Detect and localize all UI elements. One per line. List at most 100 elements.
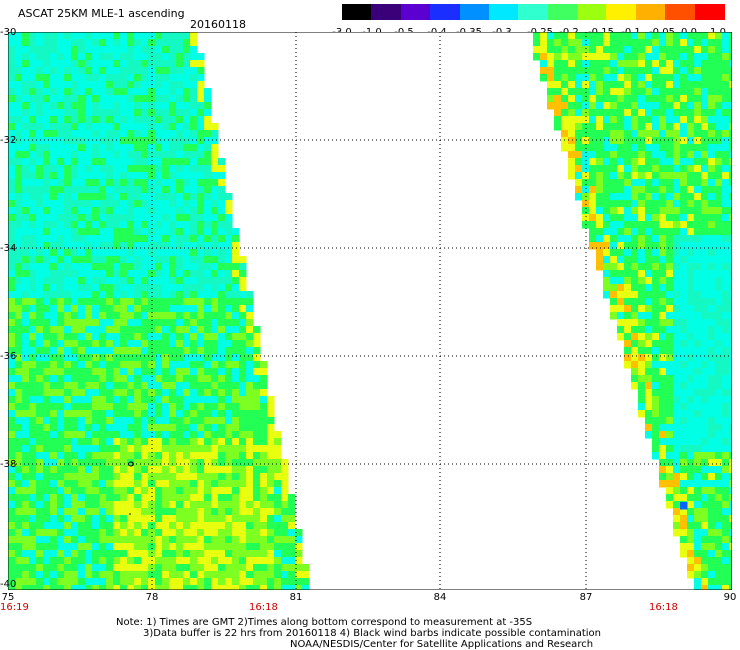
- swath-pixel: [57, 529, 65, 537]
- swath-pixel: [106, 543, 114, 551]
- swath-pixel: [176, 501, 184, 509]
- swath-pixel: [8, 550, 16, 558]
- swath-pixel: [666, 130, 674, 138]
- swath-pixel: [603, 263, 611, 271]
- swath-pixel: [239, 578, 247, 586]
- swath-pixel: [246, 536, 254, 544]
- swath-pixel: [638, 263, 646, 271]
- swath-pixel: [204, 319, 212, 327]
- swath-pixel: [106, 564, 114, 572]
- swath-pixel: [169, 319, 177, 327]
- swath-pixel: [99, 571, 107, 579]
- swath-pixel: [659, 46, 667, 54]
- swath-pixel: [687, 60, 695, 68]
- swath-pixel: [204, 585, 212, 590]
- swath-pixel: [575, 88, 583, 96]
- swath-pixel: [589, 172, 597, 180]
- swath-pixel: [694, 368, 702, 376]
- swath-pixel: [106, 382, 114, 390]
- swath-pixel: [155, 228, 163, 236]
- swath-pixel: [113, 438, 121, 446]
- swath-pixel: [631, 375, 639, 383]
- swath-pixel: [134, 214, 142, 222]
- swath-pixel: [15, 354, 23, 362]
- swath-pixel: [29, 522, 37, 530]
- swath-pixel: [15, 305, 23, 313]
- swath-pixel: [246, 389, 254, 397]
- swath-pixel: [8, 564, 16, 572]
- swath-pixel: [127, 207, 135, 215]
- swath-pixel: [610, 249, 618, 257]
- swath-pixel: [715, 95, 723, 103]
- swath-pixel: [239, 284, 247, 292]
- swath-pixel: [666, 410, 674, 418]
- swath-pixel: [162, 277, 170, 285]
- swath-pixel: [680, 487, 688, 495]
- swath-pixel: [260, 389, 268, 397]
- swath-pixel: [29, 585, 37, 590]
- swath-pixel: [176, 95, 184, 103]
- swath-pixel: [176, 214, 184, 222]
- swath-pixel: [120, 326, 128, 334]
- swath-pixel: [169, 277, 177, 285]
- swath-pixel: [85, 130, 93, 138]
- swath-pixel: [134, 501, 142, 509]
- swath-pixel: [708, 256, 716, 264]
- swath-pixel: [568, 137, 576, 145]
- swath-pixel: [694, 578, 702, 586]
- swath-pixel: [694, 298, 702, 306]
- swath-pixel: [708, 571, 716, 579]
- swath-pixel: [211, 403, 219, 411]
- swath-pixel: [715, 445, 723, 453]
- swath-pixel: [211, 270, 219, 278]
- swath-pixel: [582, 46, 590, 54]
- swath-pixel: [148, 585, 156, 590]
- swath-pixel: [218, 389, 226, 397]
- swath-pixel: [64, 473, 72, 481]
- swath-pixel: [624, 347, 632, 355]
- swath-pixel: [8, 508, 16, 516]
- swath-pixel: [582, 172, 590, 180]
- swath-pixel: [71, 67, 79, 75]
- swath-pixel: [36, 263, 44, 271]
- swath-pixel: [127, 543, 135, 551]
- swath-pixel: [106, 473, 114, 481]
- swath-pixel: [155, 536, 163, 544]
- swath-pixel: [225, 312, 233, 320]
- swath-pixel: [652, 389, 660, 397]
- swath-pixel: [680, 333, 688, 341]
- swath-pixel: [71, 417, 79, 425]
- swath-pixel: [680, 424, 688, 432]
- swath-pixel: [204, 536, 212, 544]
- swath-pixel: [596, 228, 604, 236]
- swath-pixel: [57, 60, 65, 68]
- swath-pixel: [673, 235, 681, 243]
- swath-pixel: [71, 375, 79, 383]
- swath-pixel: [281, 529, 289, 537]
- swath-pixel: [71, 46, 79, 54]
- swath-pixel: [267, 459, 275, 467]
- swath-pixel: [652, 193, 660, 201]
- swath-pixel: [680, 473, 688, 481]
- swath-pixel: [701, 305, 709, 313]
- swath-pixel: [141, 501, 149, 509]
- swath-pixel: [92, 515, 100, 523]
- swath-pixel: [64, 74, 72, 82]
- swath-pixel: [204, 333, 212, 341]
- swath-pixel: [617, 235, 625, 243]
- swath-pixel: [708, 550, 716, 558]
- swath-pixel: [78, 333, 86, 341]
- swath-pixel: [687, 116, 695, 124]
- swath-pixel: [253, 522, 261, 530]
- swath-pixel: [50, 144, 58, 152]
- swath-pixel: [239, 550, 247, 558]
- swath-pixel: [253, 501, 261, 509]
- swath-pixel: [701, 60, 709, 68]
- swath-pixel: [680, 466, 688, 474]
- swath-pixel: [8, 340, 16, 348]
- swath-pixel: [106, 88, 114, 96]
- swath-pixel: [183, 347, 191, 355]
- swath-pixel: [29, 74, 37, 82]
- swath-pixel: [176, 445, 184, 453]
- swath-pixel: [603, 207, 611, 215]
